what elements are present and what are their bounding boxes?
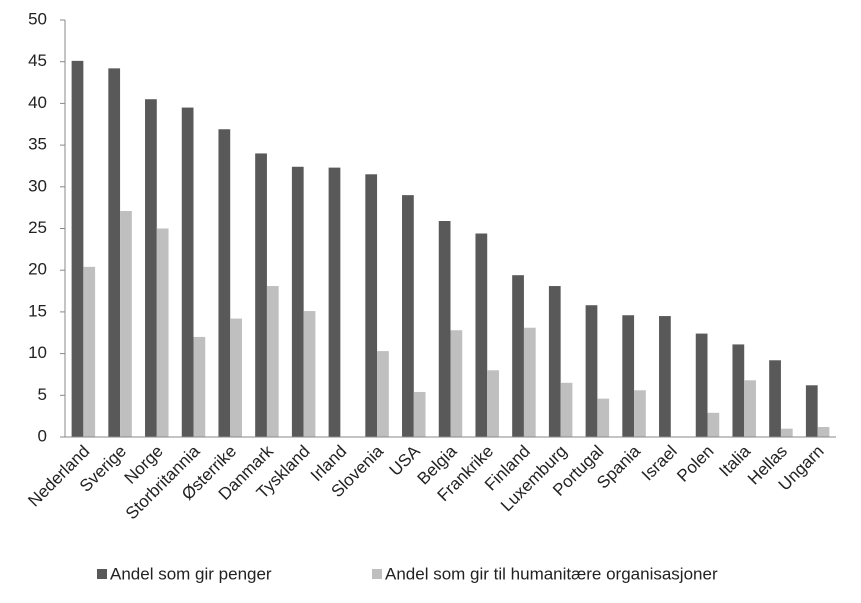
bar [413,391,426,437]
legend-label: Andel som gir til humanitære organisasjo… [385,564,718,583]
bar [230,318,242,437]
bar [523,327,536,437]
bar [475,233,488,437]
y-tick-label: 5 [38,385,47,404]
bar [291,166,304,437]
y-tick-label: 40 [28,93,47,112]
x-tick-label: Israel [638,442,681,485]
bar [83,266,96,437]
bar [181,107,194,437]
bar [108,68,121,437]
bar [377,351,389,437]
legend-swatch [372,569,382,579]
bar [365,174,378,438]
bar [732,344,745,437]
y-tick-label: 50 [28,9,47,28]
y-tick-label: 25 [28,218,47,237]
y-tick-label: 15 [28,301,47,320]
bar [548,286,561,437]
bar [744,380,756,437]
bar [560,382,573,437]
y-tick-label: 10 [28,343,47,362]
y-tick-label: 30 [28,176,47,195]
bar [218,129,231,437]
y-tick-label: 35 [28,135,47,154]
bar [438,220,451,437]
x-tick-label: Polen [673,442,717,486]
bar [585,305,598,437]
legend-label: Andel som gir penger [110,564,272,583]
bar [303,311,316,437]
bar [328,167,341,438]
bar [156,228,169,437]
bar [817,426,830,437]
bar [622,315,635,437]
y-tick-label: 45 [28,51,47,70]
bar [805,385,818,437]
y-tick-label: 20 [28,260,47,279]
bar [145,99,157,437]
bar [193,336,206,437]
bar [71,60,84,438]
bar [597,398,610,437]
bar [769,360,781,437]
bar [780,428,793,437]
bar [512,275,524,437]
bar [255,153,267,437]
bar [707,412,720,437]
bar [120,210,132,437]
legend-swatch [97,569,107,579]
bar [450,330,463,437]
bar [266,286,279,437]
bar [402,195,414,437]
bar [659,316,671,437]
bar [487,370,499,437]
bar [695,333,708,437]
y-tick-label: 0 [38,426,47,445]
bar [634,390,646,437]
